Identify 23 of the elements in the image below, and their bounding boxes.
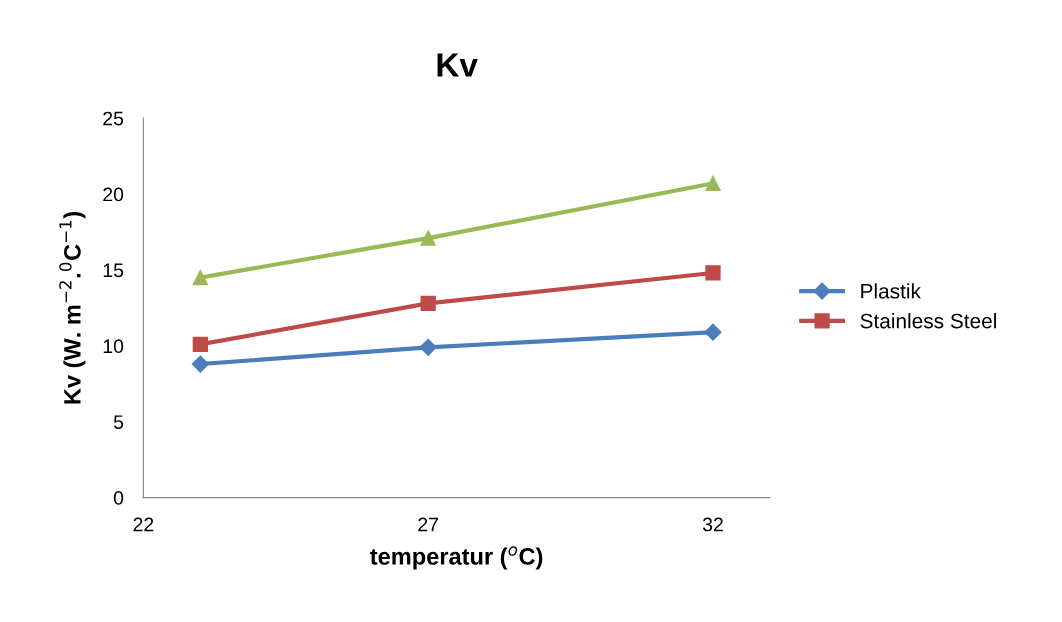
point [704, 323, 722, 341]
y-tick-label: 10 [103, 339, 124, 354]
point [419, 338, 437, 356]
point [705, 265, 721, 281]
point [192, 269, 208, 286]
x-axis-title: temperatur ($^{o}$C) [370, 546, 543, 570]
point [420, 295, 436, 311]
y-axis-title: Kv (W. m$^{−2}$.$^{0}$C$^{−1}$) [59, 212, 86, 404]
chart-title: Kv [437, 53, 478, 77]
x-tick-label: 32 [702, 517, 723, 532]
x-tick-label: 22 [133, 517, 154, 532]
y-tick-label: 20 [103, 187, 124, 202]
y-tick-label: 25 [103, 111, 124, 126]
legend-label: Stainless Steel [860, 313, 996, 329]
x-tick-label: 27 [418, 517, 439, 532]
point [420, 230, 436, 246]
y-tick-label: 15 [103, 263, 124, 278]
y-tick-label: 0 [113, 491, 124, 505]
point [192, 336, 208, 352]
point [191, 355, 209, 373]
y-tick-label: 5 [113, 415, 124, 429]
legend-label: Plastik [861, 283, 921, 299]
point [705, 175, 721, 192]
